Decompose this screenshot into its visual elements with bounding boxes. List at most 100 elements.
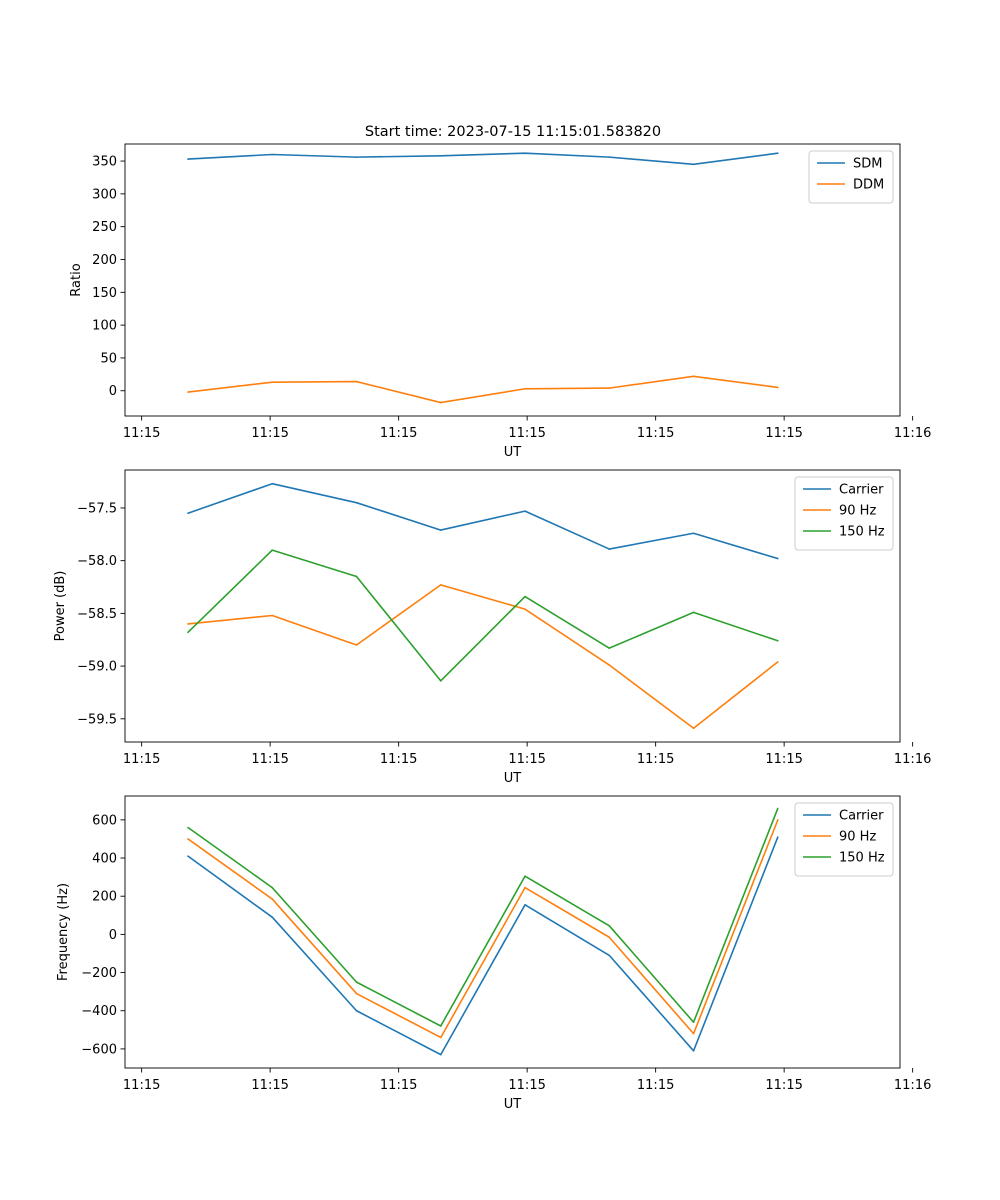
power-data-point — [524, 608, 526, 610]
frequency-data-point — [355, 1009, 358, 1012]
power-series-90-hz-line — [187, 584, 779, 730]
frequency-ytick-label: −200 — [81, 966, 117, 981]
power-xtick-label: 11:16 — [894, 752, 931, 767]
frequency-series-90-hz-line — [187, 819, 779, 1039]
power-ylabel: Power (dB) — [53, 571, 68, 642]
frequency-data-point — [187, 826, 189, 829]
power-legend-label: Carrier — [839, 483, 884, 498]
frequency-data-point — [355, 981, 358, 983]
power-ytick-label: −57.5 — [77, 501, 117, 516]
ratio-series-ddm-line — [187, 375, 778, 404]
power-data-point — [187, 512, 189, 515]
frequency-legend-label: Carrier — [839, 809, 884, 824]
power-data-point — [187, 623, 189, 625]
power-ytick-label: −58.0 — [77, 554, 117, 569]
power-data-point — [777, 557, 779, 560]
power-data-point — [777, 639, 779, 642]
ratio-ylabel: Ratio — [69, 263, 84, 296]
frequency-ytick-label: −600 — [81, 1042, 117, 1057]
frequency-data-point — [692, 1032, 695, 1035]
ratio-data-point — [524, 152, 526, 154]
ratio-ytick-label: 50 — [100, 351, 117, 366]
frequency-data-point — [439, 1053, 442, 1056]
ratio-xtick-label: 11:15 — [251, 426, 288, 441]
frequency-data-point — [524, 875, 526, 877]
power-data-point — [439, 529, 442, 531]
frequency-data-point — [355, 992, 358, 995]
power-data-point — [439, 680, 442, 682]
power-data-point — [355, 501, 358, 504]
frequency-ytick-label: −400 — [81, 1004, 117, 1019]
frequency-xtick-label: 11:16 — [894, 1078, 931, 1093]
ratio-xtick-label: 11:15 — [123, 426, 160, 441]
frequency-series-carrier-line — [187, 836, 779, 1056]
frequency-series-150-hz-line — [187, 808, 779, 1027]
ratio-ytick-label: 150 — [92, 286, 117, 301]
ratio-ytick-label: 200 — [92, 253, 117, 268]
ratio-legend-label: SDM — [853, 157, 882, 172]
frequency-xtick-label: 11:15 — [637, 1078, 674, 1093]
ratio-data-point — [692, 163, 695, 166]
ratio-xtick-label: 11:15 — [380, 426, 417, 441]
frequency-data-point — [608, 954, 611, 957]
ratio-series-sdm-line — [187, 152, 778, 166]
power-data-point — [608, 664, 611, 666]
power-ytick-label: −59.5 — [77, 712, 117, 727]
ratio-data-point — [271, 153, 274, 156]
ratio-data-point — [439, 401, 442, 404]
figure-title: Start time: 2023-07-15 11:15:01.583820 — [365, 124, 661, 140]
power-ytick-label: −59.0 — [77, 660, 117, 675]
ratio-ytick-label: 0 — [109, 384, 117, 399]
power-series-carrier-line — [187, 482, 779, 560]
ratio-data-point — [777, 386, 779, 389]
ratio-xlabel: UT — [504, 445, 522, 460]
power-xtick-label: 11:15 — [765, 752, 802, 767]
power-data-point — [608, 647, 611, 649]
frequency-data-point — [439, 1025, 442, 1027]
ratio-ytick-label: 300 — [92, 187, 117, 202]
power-data-point — [692, 611, 695, 614]
ratio-panel: 11:15 11:15 11:15 11:15 11:15 11:15 11:16 0 50 10… — [69, 143, 931, 460]
frequency-ytick-label: 400 — [92, 852, 117, 867]
frequency-data-point — [439, 1036, 442, 1039]
power-xtick-label: 11:15 — [123, 752, 160, 767]
ratio-ytick-label: 100 — [92, 319, 117, 334]
frequency-data-point — [777, 807, 779, 810]
ratio-data-point — [777, 152, 779, 154]
frequency-xtick-label: 11:15 — [508, 1078, 545, 1093]
frequency-data-point — [187, 838, 189, 840]
frequency-axes-frame — [124, 795, 901, 1069]
ratio-data-point — [187, 158, 189, 160]
power-data-point — [355, 644, 358, 646]
power-data-point — [692, 727, 695, 730]
power-data-point — [439, 584, 442, 586]
frequency-data-point — [777, 819, 779, 821]
ratio-xtick-label: 11:15 — [508, 426, 545, 441]
power-legend-label: 90 Hz — [839, 504, 876, 519]
power-data-point — [187, 631, 189, 634]
frequency-data-point — [524, 904, 526, 906]
power-ytick-label: −58.5 — [77, 607, 117, 622]
power-data-point — [608, 548, 611, 550]
ratio-ytick-label: 250 — [92, 220, 117, 235]
frequency-legend-label: 150 Hz — [839, 851, 885, 866]
frequency-xlabel: UT — [504, 1097, 522, 1112]
ratio-xtick-label: 11:16 — [894, 426, 931, 441]
power-panel: 11:15 11:15 11:15 11:15 11:15 11:15 11:16 −57.5… — [53, 469, 931, 786]
frequency-ytick-label: 200 — [92, 890, 117, 905]
ratio-legend-label: DDM — [853, 178, 884, 193]
frequency-data-point — [187, 855, 189, 857]
power-data-point — [271, 614, 274, 617]
frequency-ytick-label: 0 — [109, 928, 117, 943]
ratio-data-point — [608, 156, 611, 158]
frequency-legend-label: 90 Hz — [839, 830, 876, 845]
ratio-ytick-label: 350 — [92, 155, 117, 170]
power-data-point — [777, 661, 779, 663]
power-xlabel: UT — [504, 771, 522, 786]
ratio-data-point — [355, 380, 358, 383]
frequency-data-point — [608, 936, 611, 939]
ratio-data-point — [524, 387, 526, 390]
ratio-data-point — [692, 375, 695, 378]
frequency-data-point — [271, 898, 274, 900]
